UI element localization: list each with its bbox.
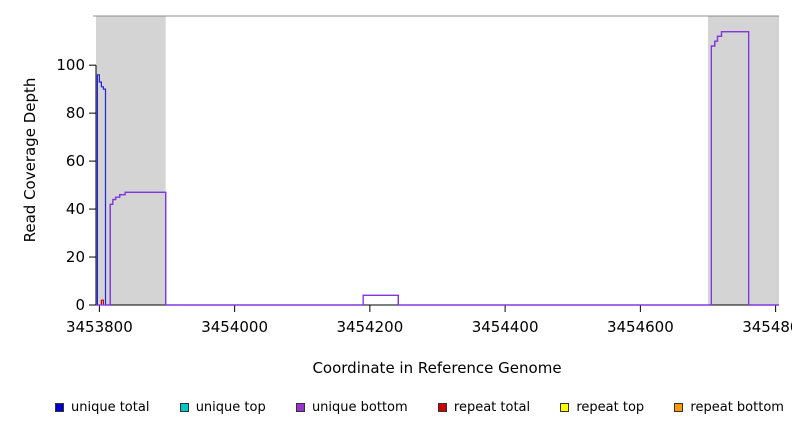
legend-item: unique total bbox=[55, 400, 149, 415]
x-tick-label: 3454000 bbox=[201, 318, 268, 336]
legend-item: repeat bottom bbox=[674, 400, 784, 415]
legend-swatch-icon bbox=[437, 403, 447, 412]
legend-item: unique top bbox=[179, 400, 266, 415]
repeat-region-shading bbox=[96, 16, 166, 305]
legend-item: repeat top bbox=[560, 400, 644, 415]
legend-label: unique total bbox=[71, 400, 150, 415]
legend: unique total unique top unique bottom repea… bbox=[0, 400, 792, 415]
x-axis-label: Coordinate in Reference Genome bbox=[312, 359, 562, 377]
x-tick-label: 3453800 bbox=[66, 318, 133, 336]
legend-swatch-icon bbox=[674, 403, 684, 412]
legend-item: unique bottom bbox=[295, 400, 408, 415]
y-tick-label: 60 bbox=[66, 152, 85, 170]
y-tick-label: 80 bbox=[66, 104, 85, 122]
legend-label: repeat bottom bbox=[690, 400, 784, 415]
y-tick-label: 100 bbox=[56, 56, 85, 74]
series-unique-bottom bbox=[96, 31, 779, 306]
legend-swatch-icon bbox=[179, 403, 189, 412]
legend-swatch-icon bbox=[55, 403, 64, 412]
y-tick-label: 20 bbox=[66, 248, 85, 266]
x-tick-label: 3454800 bbox=[742, 318, 792, 336]
series-unique-total bbox=[96, 31, 779, 306]
y-tick-label: 0 bbox=[75, 296, 85, 314]
x-tick-label: 3454600 bbox=[607, 318, 674, 336]
coverage-plot: 3453800 3454000 3454200 3454400 3454600 34548… bbox=[56, 15, 792, 336]
y-tick-label: 40 bbox=[66, 200, 85, 218]
legend-swatch-icon bbox=[560, 403, 570, 412]
repeat-region-shading bbox=[707, 16, 779, 305]
y-axis-label: Read Coverage Depth bbox=[21, 77, 39, 243]
legend-label: repeat total bbox=[453, 400, 531, 415]
legend-label: unique bottom bbox=[311, 400, 408, 415]
series-repeat-total bbox=[100, 299, 105, 305]
legend-label: repeat top bbox=[576, 400, 645, 415]
legend-swatch-icon bbox=[295, 403, 305, 412]
x-tick-label: 3454200 bbox=[336, 318, 403, 336]
legend-label: unique top bbox=[195, 400, 266, 415]
x-tick-label: 3454400 bbox=[472, 318, 539, 336]
legend-item: repeat total bbox=[437, 400, 531, 415]
